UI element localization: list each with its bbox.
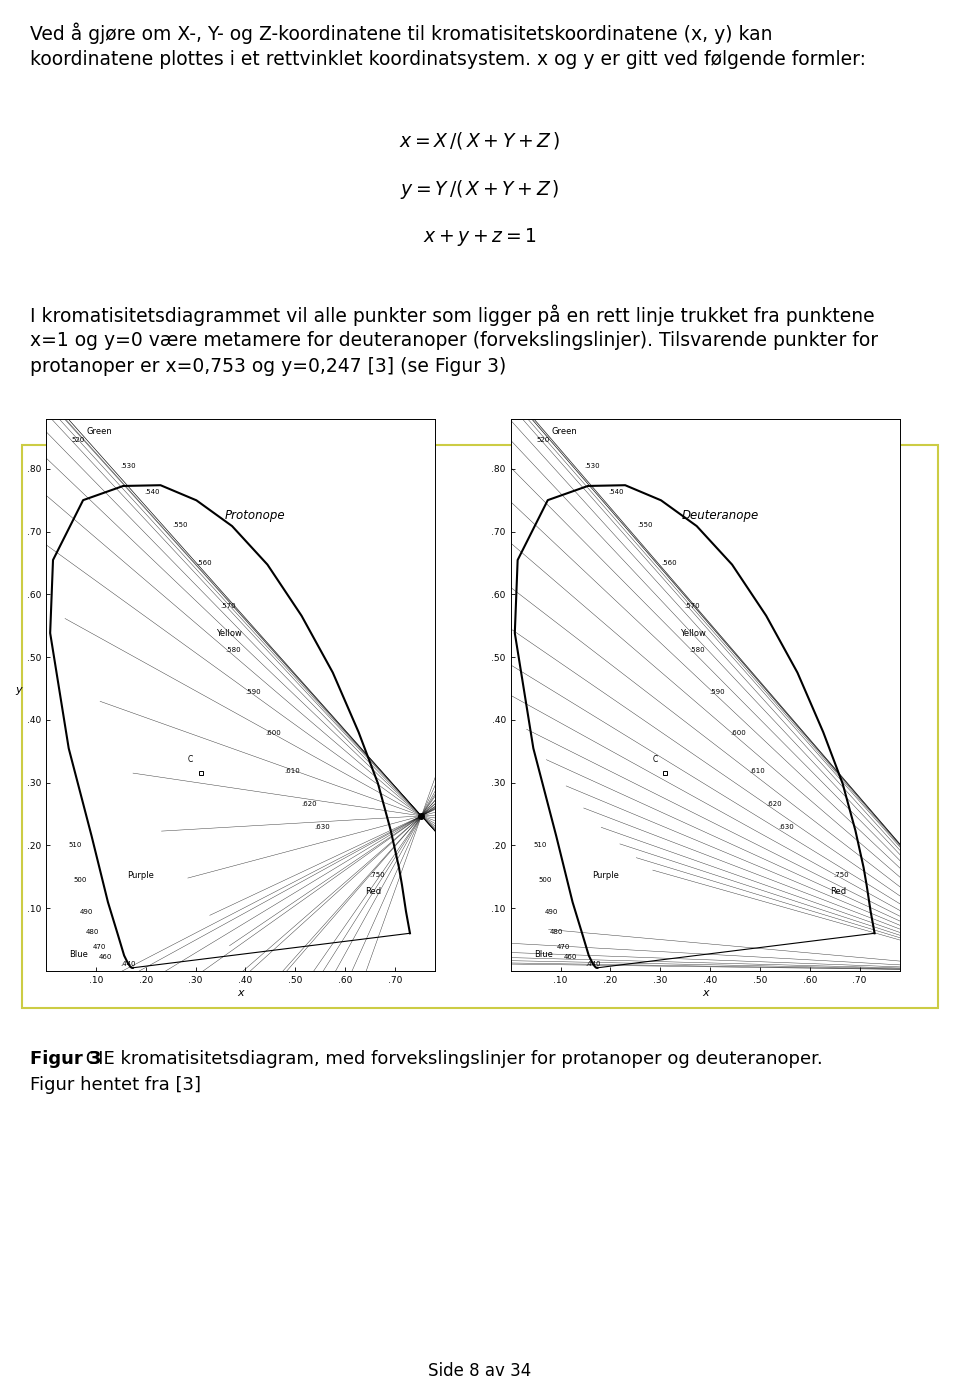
Text: Deuteranope: Deuteranope (682, 509, 758, 522)
Text: .600: .600 (731, 730, 746, 736)
Text: .750: .750 (369, 872, 385, 878)
Text: Yellow: Yellow (216, 629, 241, 638)
Text: Figur 3: Figur 3 (30, 1050, 102, 1068)
Text: $y = Y\,/(\,X + Y + Z\,)$: $y = Y\,/(\,X + Y + Z\,)$ (400, 178, 560, 202)
Text: .440: .440 (586, 961, 601, 967)
Text: 470: 470 (92, 943, 106, 950)
Text: 510: 510 (533, 842, 546, 849)
Text: Ved å gjøre om X-, Y- og Z-koordinatene til kromatisitetskoordinatene (x, y) kan: Ved å gjøre om X-, Y- og Z-koordinatene … (30, 22, 773, 43)
Text: 510: 510 (68, 842, 82, 849)
Text: CIE kromatisitetsdiagram, med forvekslingslinjer for protanoper og deuteranoper.: CIE kromatisitetsdiagram, med forvekslin… (80, 1050, 823, 1068)
Text: C: C (653, 755, 658, 764)
Text: Blue: Blue (534, 950, 553, 960)
Text: .580: .580 (689, 647, 706, 654)
Text: .630: .630 (779, 825, 794, 830)
Polygon shape (50, 485, 410, 968)
Text: koordinatene plottes i et rettvinklet koordinatsystem. x og y er gitt ved følgen: koordinatene plottes i et rettvinklet ko… (30, 50, 866, 70)
Text: .530: .530 (120, 463, 135, 469)
Y-axis label: y: y (15, 684, 22, 694)
Text: protanoper er x=0,753 og y=0,247 [3] (se Figur 3): protanoper er x=0,753 og y=0,247 [3] (se… (30, 357, 506, 376)
Text: .570: .570 (220, 602, 235, 609)
X-axis label: x: x (702, 988, 708, 997)
Text: I kromatisitetsdiagrammet vil alle punkter som ligger på en rett linje trukket f: I kromatisitetsdiagrammet vil alle punkt… (30, 305, 875, 327)
Text: Protonope: Protonope (226, 509, 286, 522)
Text: 480: 480 (85, 929, 99, 935)
Text: 520: 520 (537, 437, 549, 442)
Text: .560: .560 (196, 559, 212, 566)
Text: .540: .540 (609, 490, 624, 495)
Text: .570: .570 (684, 602, 700, 609)
Text: Purple: Purple (592, 871, 619, 881)
Text: .590: .590 (709, 689, 725, 694)
Text: 500: 500 (74, 878, 87, 883)
Text: C: C (188, 755, 193, 764)
Text: Red: Red (829, 887, 846, 896)
Text: Green: Green (552, 427, 577, 435)
Polygon shape (515, 485, 875, 968)
Text: .630: .630 (314, 825, 329, 830)
Text: .620: .620 (301, 800, 317, 807)
Text: 490: 490 (544, 910, 558, 915)
Text: .610: .610 (284, 768, 300, 773)
Text: .530: .530 (585, 463, 600, 469)
Text: .550: .550 (173, 522, 188, 527)
Text: 500: 500 (539, 878, 552, 883)
Text: .610: .610 (749, 768, 765, 773)
Text: $x + y + z = 1$: $x + y + z = 1$ (423, 225, 537, 248)
Text: Yellow: Yellow (681, 629, 706, 638)
Text: 460: 460 (564, 954, 577, 960)
Text: 520: 520 (72, 437, 85, 442)
Text: Green: Green (87, 427, 112, 435)
Text: .750: .750 (833, 872, 850, 878)
Text: x=1 og y=0 være metamere for deuteranoper (forvekslingslinjer). Tilsvarende punk: x=1 og y=0 være metamere for deuteranope… (30, 331, 878, 351)
Text: 460: 460 (99, 954, 112, 960)
Text: Side 8 av 34: Side 8 av 34 (428, 1362, 532, 1380)
Text: 470: 470 (557, 943, 570, 950)
Text: .620: .620 (766, 800, 781, 807)
X-axis label: x: x (237, 988, 244, 997)
Text: .580: .580 (225, 647, 240, 654)
Text: 480: 480 (550, 929, 564, 935)
Text: .550: .550 (637, 522, 653, 527)
Text: Red: Red (365, 887, 381, 896)
Text: 490: 490 (80, 910, 93, 915)
Text: Purple: Purple (128, 871, 155, 881)
Bar (22, 445, 938, 1008)
Text: Figur hentet fra [3]: Figur hentet fra [3] (30, 1077, 201, 1093)
Text: .600: .600 (266, 730, 281, 736)
Text: Blue: Blue (69, 950, 88, 960)
Text: .590: .590 (245, 689, 260, 694)
Text: .560: .560 (660, 559, 677, 566)
Text: .440: .440 (121, 961, 136, 967)
Text: $x = X\,/(\,X + Y + Z\,)$: $x = X\,/(\,X + Y + Z\,)$ (399, 129, 561, 152)
Text: .540: .540 (144, 490, 159, 495)
